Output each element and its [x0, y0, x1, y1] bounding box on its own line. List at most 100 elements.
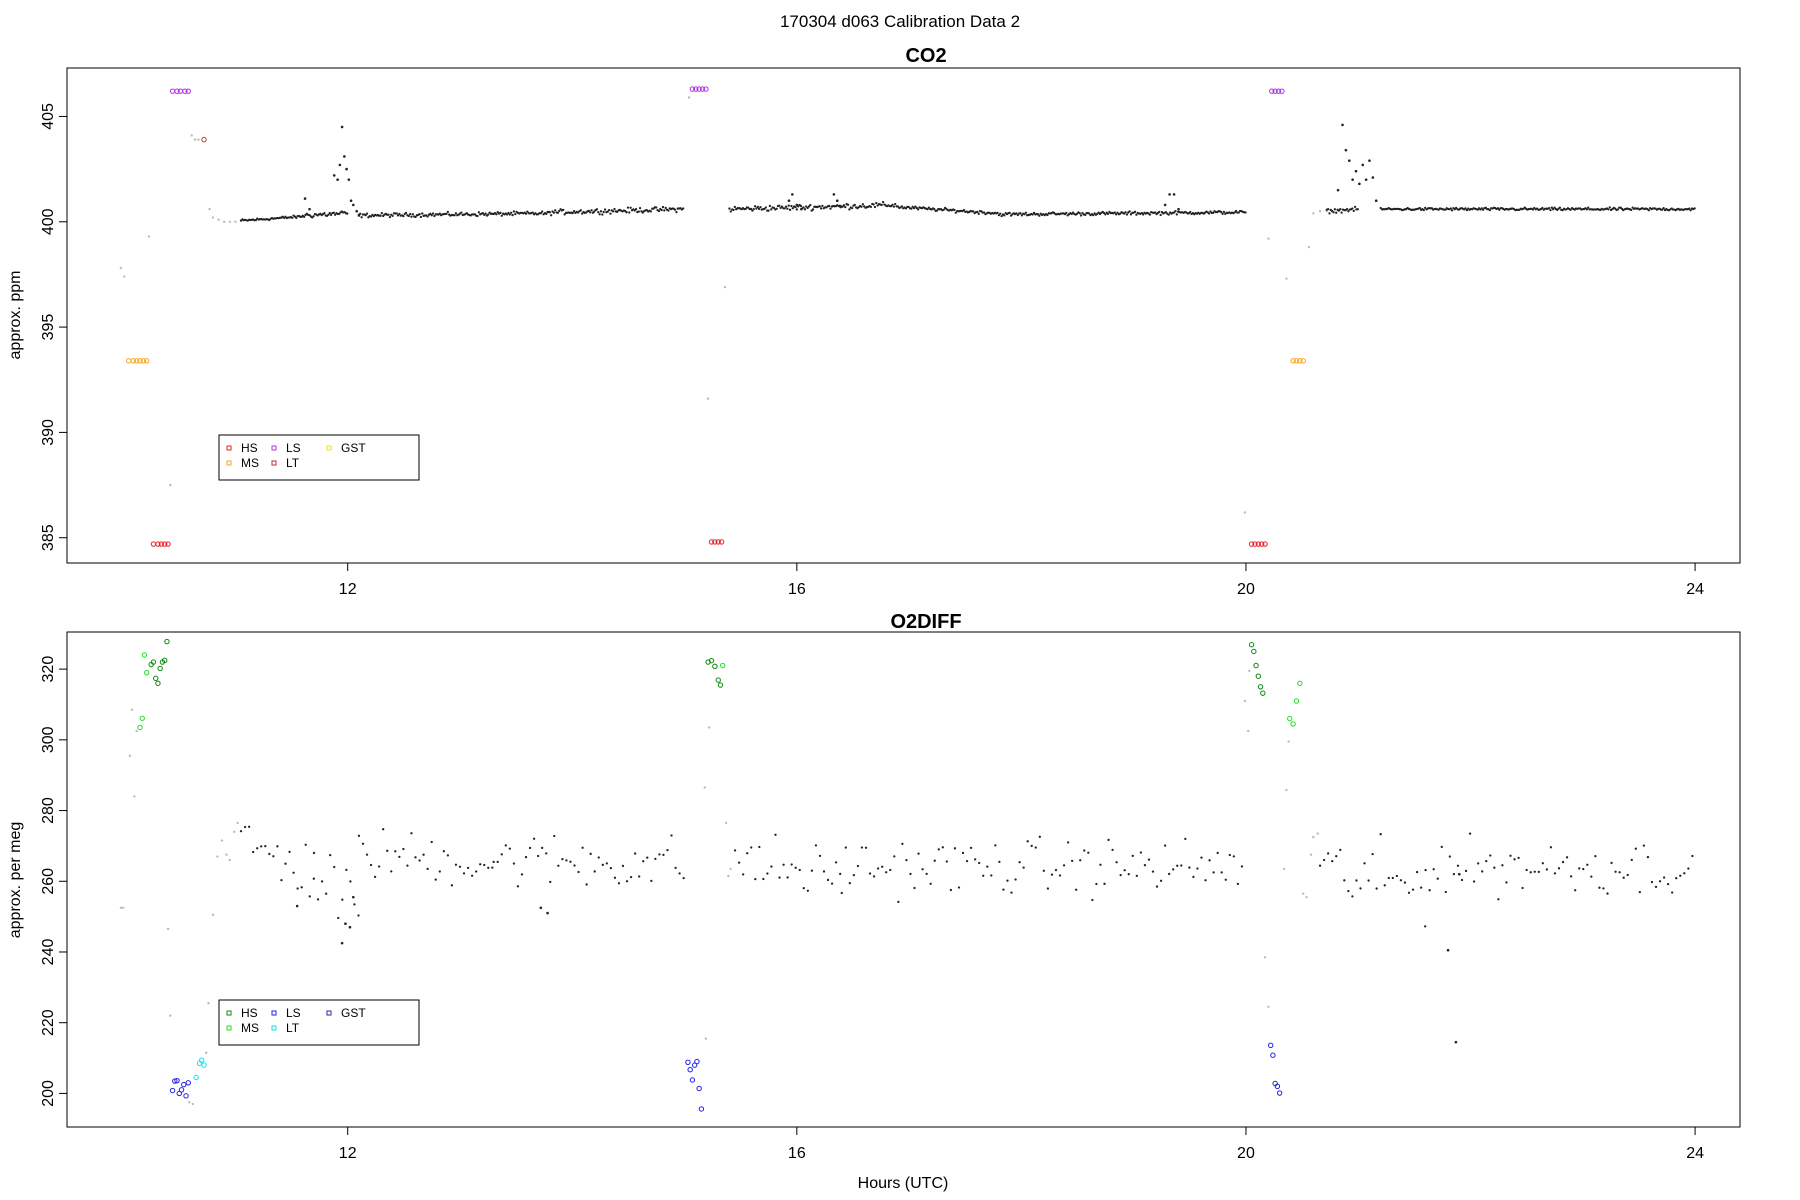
co2-sample-point — [340, 125, 344, 129]
co2-sample-point — [476, 214, 479, 218]
o2diff-transition-point — [1285, 788, 1288, 792]
co2-sample-point — [332, 211, 335, 214]
o2diff-sample-point — [621, 864, 625, 868]
o2diff-sample-point — [357, 914, 360, 917]
co2-sample-point — [728, 207, 731, 210]
o2diff-sample-point — [1014, 878, 1017, 881]
o2diff-sample-point — [252, 850, 255, 854]
co2-sample-point — [787, 199, 791, 203]
o2diff-legend-swatch-ls — [271, 1010, 277, 1016]
o2diff-sample-point — [909, 872, 912, 876]
o2diff-sample-point — [475, 870, 478, 873]
o2diff-sample-point — [549, 880, 552, 884]
o2diff-calibration-point-ls — [685, 1059, 691, 1065]
o2diff-sample-point — [629, 875, 633, 879]
co2-sample-point — [729, 210, 732, 213]
o2diff-sample-point — [844, 846, 847, 849]
o2diff-sample-point — [605, 862, 609, 865]
o2diff-sample-point — [986, 865, 989, 868]
o2diff-sample-point — [1457, 872, 1461, 876]
co2-transition-point — [197, 138, 200, 141]
o2diff-sample-point — [737, 861, 741, 864]
o2diff-sample-point — [308, 895, 311, 898]
co2-calibration-point-hs — [158, 541, 165, 547]
o2diff-sample-point — [868, 872, 872, 875]
co2-sample-point — [387, 213, 390, 216]
co2-sample-point — [829, 207, 832, 210]
o2diff-legend-label-lt: LT — [286, 1021, 300, 1035]
co2-sample-point — [1244, 211, 1247, 214]
o2diff-sample-point — [492, 860, 495, 864]
o2diff-calibration-point-hs — [717, 682, 724, 688]
o2diff-sample-point — [1525, 868, 1528, 872]
o2diff-sample-point — [1391, 876, 1394, 880]
o2diff-sample-point — [1485, 859, 1488, 863]
o2diff-sample-point — [1687, 867, 1690, 870]
o2diff-sample-point — [365, 853, 369, 856]
co2-sample-point — [1630, 208, 1633, 212]
o2diff-sample-point — [1549, 846, 1553, 849]
co2-sample-point — [767, 209, 770, 212]
o2diff-sample-point — [382, 828, 385, 831]
co2-sample-point — [495, 213, 498, 216]
o2diff-sample-point — [1460, 878, 1464, 882]
co2-sample-point — [900, 205, 904, 208]
co2-sample-point — [338, 163, 342, 167]
co2-sample-point — [606, 210, 609, 213]
o2diff-sample-point — [1622, 876, 1625, 879]
co2-sample-point — [295, 216, 298, 220]
co2-sample-point — [254, 218, 258, 222]
co2-calibration-point-hs — [161, 541, 168, 547]
o2diff-sample-point — [312, 877, 315, 880]
co2-sample-point — [1335, 211, 1338, 214]
o2diff-calibration-point-ls — [689, 1077, 696, 1083]
co2-sample-point — [453, 214, 456, 217]
o2diff-transition-point — [727, 874, 730, 878]
o2diff-sample-point — [876, 867, 880, 870]
co2-sample-point — [609, 212, 612, 215]
o2diff-sample-point — [1099, 863, 1102, 866]
o2diff-sample-point — [1030, 844, 1033, 848]
co2-sample-point — [846, 203, 850, 206]
co2-sample-point — [511, 213, 514, 217]
co2-calibration-point-hs — [1258, 541, 1265, 547]
co2-sample-point — [977, 212, 980, 215]
o2diff-sample-point — [1565, 856, 1569, 859]
o2diff-sample-point — [790, 863, 793, 866]
o2diff-sample-point — [1569, 875, 1573, 878]
co2-sample-point — [1172, 193, 1176, 196]
co2-sample-point — [1558, 206, 1562, 209]
co2-sample-point — [892, 205, 895, 208]
co2-sample-point — [1336, 188, 1340, 192]
co2-sample-point — [795, 208, 798, 211]
co2-transition-point — [208, 207, 211, 211]
co2-sample-point — [818, 205, 821, 208]
o2diff-calibration-point-hs — [150, 659, 157, 665]
o2diff-sample-point — [1379, 833, 1382, 836]
co2-sample-point — [1065, 211, 1068, 215]
o2diff-sample-point — [881, 865, 884, 868]
o2diff-sample-point — [553, 834, 556, 838]
o2diff-sample-point — [1424, 925, 1427, 928]
o2diff-sample-point — [746, 852, 749, 855]
o2diff-transition-point — [166, 927, 170, 931]
o2diff-sample-point — [1403, 881, 1407, 884]
co2-sample-point — [757, 207, 761, 211]
o2diff-sample-point — [414, 856, 417, 859]
o2diff-panel-title: O2DIFF — [890, 611, 961, 633]
o2diff-sample-point — [1018, 861, 1021, 864]
o2diff-sample-point — [398, 855, 401, 859]
o2diff-calibration-point-hs — [161, 657, 168, 663]
o2diff-sample-point — [1034, 846, 1037, 849]
o2diff-sample-point — [1537, 870, 1540, 874]
co2-sample-point — [1345, 207, 1349, 211]
o2diff-sample-point — [1022, 866, 1025, 869]
o2diff-panel: O2DIFF approx. per meg Hours (UTC) 12 16 2… — [7, 611, 1741, 1192]
o2diff-y-tick-label: 260 — [40, 868, 57, 895]
co2-sample-point — [996, 211, 999, 214]
o2diff-sample-point — [1367, 879, 1370, 882]
o2diff-sample-point — [1143, 864, 1147, 867]
o2diff-sample-point — [1184, 837, 1187, 840]
o2diff-sample-point — [1395, 874, 1399, 878]
co2-sample-point — [649, 210, 653, 213]
